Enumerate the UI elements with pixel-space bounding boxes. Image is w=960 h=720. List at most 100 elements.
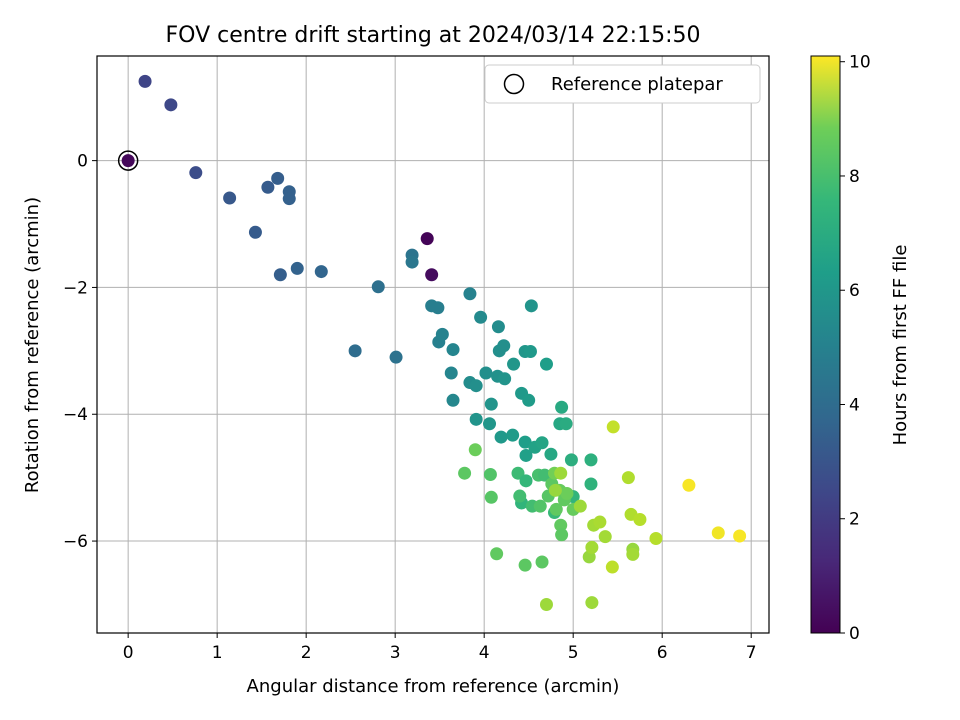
data-point	[314, 265, 328, 279]
data-point	[507, 357, 521, 371]
data-point	[733, 529, 747, 543]
data-point	[371, 280, 385, 294]
data-point	[483, 467, 497, 481]
data-point	[573, 499, 587, 513]
x-tick-label: 5	[568, 643, 579, 663]
data-point	[498, 372, 512, 386]
colorbar-tick-label: 0	[849, 624, 860, 644]
y-axis-ticks: 0 −2 −4 −6	[63, 152, 97, 552]
data-point	[348, 344, 362, 358]
data-point	[290, 261, 304, 275]
data-point	[446, 393, 460, 407]
data-point	[598, 530, 612, 544]
data-point	[446, 343, 460, 357]
data-point	[469, 379, 483, 393]
data-point	[711, 526, 725, 540]
data-point	[513, 489, 527, 503]
data-point	[523, 344, 537, 358]
data-point	[533, 499, 547, 513]
data-point	[497, 339, 511, 353]
data-points	[121, 74, 747, 611]
data-point	[463, 287, 477, 301]
y-axis-label: Rotation from reference (arcmin)	[22, 197, 43, 493]
colorbar-label: Hours from first FF file	[890, 245, 911, 446]
data-point	[405, 255, 419, 269]
colorbar-ticks: 0 2 4 6 8 10	[840, 53, 871, 644]
plot-frame	[96, 55, 770, 634]
data-point	[626, 547, 640, 561]
x-tick-label: 4	[479, 643, 490, 663]
data-point	[538, 468, 552, 482]
y-tick-label: 0	[77, 152, 88, 172]
data-point	[484, 490, 498, 504]
data-point	[468, 443, 482, 457]
reference-marker	[117, 150, 139, 171]
colorbar: 0 2 4 6 8 10 Hours from first FF file	[810, 53, 911, 644]
data-point	[518, 558, 532, 572]
data-point	[479, 366, 493, 380]
grid-lines	[97, 56, 769, 633]
data-point	[593, 515, 607, 529]
data-point	[474, 310, 488, 324]
data-point	[223, 191, 237, 205]
data-point	[564, 453, 578, 467]
y-tick-label: −6	[63, 532, 88, 552]
data-point	[605, 560, 619, 574]
colorbar-gradient	[810, 55, 841, 634]
chart-title: FOV centre drift starting at 2024/03/14 …	[166, 23, 701, 48]
data-point	[469, 412, 483, 426]
data-point	[431, 301, 445, 315]
data-point	[584, 453, 598, 467]
x-tick-label: 0	[123, 643, 134, 663]
legend-marker-icon	[503, 73, 525, 95]
data-point	[519, 448, 533, 462]
data-point	[548, 483, 562, 497]
data-point	[535, 555, 549, 569]
data-point	[121, 154, 135, 168]
data-point	[458, 466, 472, 480]
data-point	[584, 477, 598, 491]
data-point	[522, 393, 536, 407]
x-tick-label: 7	[746, 643, 757, 663]
data-point	[555, 400, 569, 414]
x-tick-label: 3	[390, 643, 401, 663]
x-tick-label: 1	[212, 643, 223, 663]
data-point	[519, 474, 533, 488]
data-point	[539, 597, 553, 611]
data-point	[544, 447, 558, 461]
data-point	[425, 268, 439, 282]
data-point	[633, 513, 647, 527]
colorbar-tick-label: 2	[849, 510, 860, 530]
x-tick-label: 2	[301, 643, 312, 663]
colorbar-tick-label: 6	[849, 281, 860, 301]
data-point	[282, 192, 296, 206]
data-point	[606, 420, 620, 434]
data-point	[248, 225, 262, 239]
y-tick-label: −2	[63, 278, 88, 298]
data-point	[649, 532, 663, 546]
data-point	[518, 435, 532, 449]
data-point	[559, 417, 573, 431]
colorbar-tick-label: 10	[849, 53, 871, 73]
data-point	[621, 471, 635, 485]
data-point	[491, 320, 505, 334]
data-point	[271, 171, 285, 185]
data-point	[484, 397, 498, 411]
x-axis-label: Angular distance from reference (arcmin)	[247, 676, 620, 697]
data-point	[435, 327, 449, 341]
colorbar-tick-label: 8	[849, 167, 860, 187]
x-tick-label: 6	[657, 643, 668, 663]
data-point	[164, 98, 178, 112]
colorbar-tick-label: 4	[849, 395, 860, 415]
data-point	[535, 436, 549, 450]
data-point	[682, 478, 696, 492]
data-point	[389, 350, 403, 364]
x-axis-ticks: 0 1 2 3 4 5 6 7	[123, 633, 757, 663]
data-point	[261, 180, 275, 194]
data-point	[554, 466, 568, 480]
y-tick-label: −4	[63, 405, 88, 425]
legend-box	[484, 64, 761, 104]
data-point	[555, 528, 569, 542]
data-point	[524, 299, 538, 313]
